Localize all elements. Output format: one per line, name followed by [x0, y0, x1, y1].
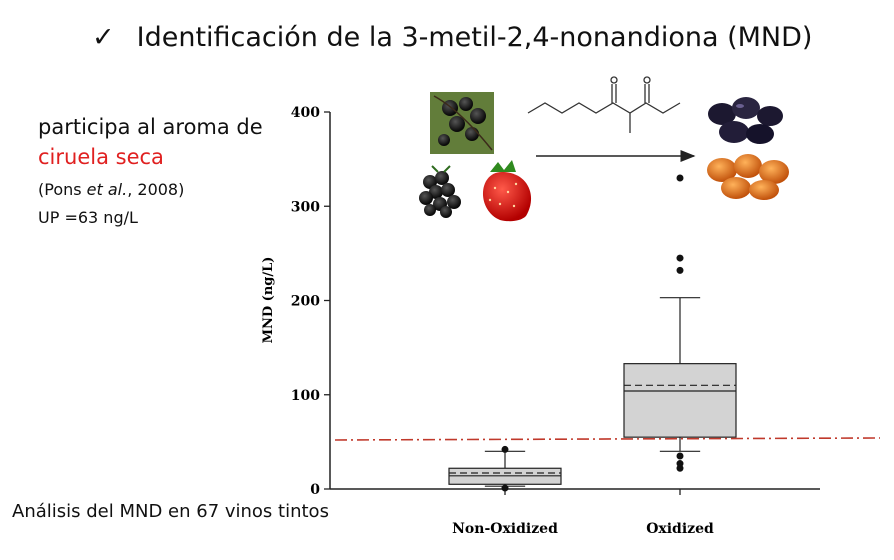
perception-threshold: UP =63 ng/L	[38, 208, 138, 227]
reference-line	[334, 437, 881, 441]
blackcurrant-photo-icon	[430, 92, 494, 154]
x-tick-label: Oxidized	[646, 521, 714, 537]
slide-title-text: Identificación de la 3-metil-2,4-nonandi…	[136, 22, 813, 53]
molecule-structure-icon	[527, 76, 681, 133]
citation-pre: (Pons	[38, 180, 87, 199]
box-non-oxidized	[448, 445, 562, 492]
checkmark-icon: ✓	[92, 22, 115, 53]
box-oxidized	[623, 174, 737, 472]
x-ticks: Non-Oxidized Oxidized	[452, 489, 714, 537]
aroma-note: participa al aroma de	[38, 115, 263, 139]
y-tick-label: 0	[310, 482, 320, 498]
outlier-point	[676, 266, 684, 274]
strawberry-photo-icon	[482, 160, 532, 222]
blackberry-photo-icon	[419, 165, 461, 218]
outlier-point	[676, 174, 684, 182]
aroma-highlight: ciruela seca	[38, 145, 164, 169]
y-tick-label: 400	[291, 105, 320, 121]
y-tick-label: 100	[291, 388, 320, 404]
slide-title: ✓ Identificación de la 3-metil-2,4-nonand…	[92, 22, 812, 53]
citation: (Pons et al., 2008)	[38, 180, 184, 199]
y-tick-label: 200	[291, 294, 320, 310]
citation-post: , 2008)	[127, 180, 185, 199]
citation-italic: et al.	[86, 180, 128, 199]
y-axis-label: MND (ng/L)	[261, 257, 276, 344]
interquartile-box	[623, 363, 737, 438]
boxes	[448, 174, 737, 492]
outlier-point	[501, 445, 509, 453]
prunes-photo-icon	[708, 97, 783, 144]
analysis-footnote: Análisis del MND en 67 vinos tintos	[12, 501, 329, 522]
dried-apricot-photo-icon	[707, 154, 789, 200]
outlier-point	[676, 452, 684, 460]
outlier-point	[676, 254, 684, 262]
y-ticks: 0 100 200 300 400	[291, 105, 330, 498]
outlier-point	[676, 460, 684, 468]
outlier-point	[501, 484, 509, 492]
x-tick-label: Non-Oxidized	[452, 521, 558, 537]
y-tick-label: 300	[291, 199, 320, 215]
